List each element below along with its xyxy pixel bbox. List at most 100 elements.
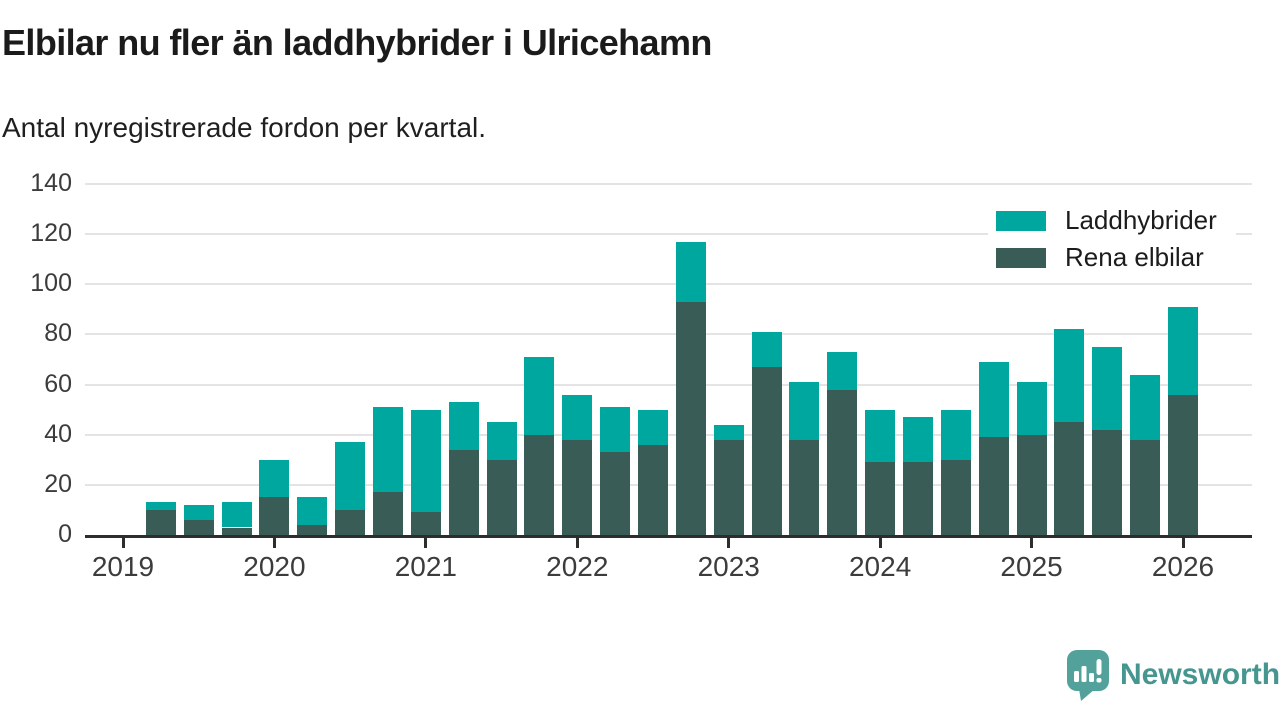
bar-segment-rena-elbilar: [865, 462, 896, 535]
x-axis-tick: [121, 535, 125, 548]
x-axis-tick: [1030, 535, 1034, 548]
legend-item-rena-elbilar: Rena elbilar: [988, 239, 1236, 276]
x-axis-tick-label: 2021: [394, 551, 457, 582]
bar-segment-rena-elbilar: [1054, 422, 1085, 535]
bar-segment-rena-elbilar: [940, 459, 971, 535]
bar-segment-rena-elbilar: [713, 439, 744, 535]
y-axis-tick-label: 40: [44, 419, 72, 448]
bar-segment-laddhybrider: [221, 502, 252, 528]
x-axis-tick: [424, 535, 428, 548]
bar-segment-rena-elbilar: [675, 301, 706, 535]
bar-segment-rena-elbilar: [600, 452, 631, 535]
x-axis-tick-label: 2025: [1000, 551, 1063, 582]
bar-segment-rena-elbilar: [638, 444, 668, 535]
bar-segment-rena-elbilar: [486, 459, 517, 535]
legend-swatch-laddhybrider: [996, 210, 1046, 231]
bar-segment-laddhybrider: [1016, 382, 1047, 435]
bar-segment-rena-elbilar: [221, 527, 252, 535]
bar-segment-laddhybrider: [713, 424, 744, 440]
bar-segment-rena-elbilar: [1092, 429, 1123, 535]
bar-segment-rena-elbilar: [903, 462, 933, 535]
bar-segment-rena-elbilar: [145, 509, 176, 535]
bar-segment-laddhybrider: [524, 357, 555, 435]
x-axis-tick-label: 2019: [91, 551, 155, 582]
bar-segment-rena-elbilar: [1130, 439, 1161, 535]
x-axis-tick-label: 2024: [848, 551, 912, 582]
bar-segment-rena-elbilar: [335, 509, 366, 535]
gridline: [85, 333, 1252, 336]
chart-title: Elbilar nu fler än laddhybrider i Ulrice…: [2, 22, 712, 63]
bar-segment-rena-elbilar: [524, 434, 555, 535]
y-axis-tick-label: 100: [30, 269, 72, 298]
gridline: [85, 233, 1252, 236]
y-axis-tick-label: 60: [44, 369, 72, 398]
bar-segment-laddhybrider: [145, 502, 176, 510]
bar-segment-laddhybrider: [335, 442, 366, 510]
bar-segment-rena-elbilar: [297, 525, 328, 535]
y-axis-tick-label: 140: [30, 169, 72, 197]
x-axis-line: [85, 535, 1252, 538]
bar-segment-laddhybrider: [638, 409, 668, 445]
x-axis-tick: [727, 535, 731, 548]
bar-segment-laddhybrider: [751, 331, 782, 367]
gridline: [85, 283, 1252, 286]
legend: Laddhybrider Rena elbilar: [988, 202, 1236, 276]
bar-segment-laddhybrider: [827, 352, 858, 390]
bar-segment-laddhybrider: [865, 409, 896, 463]
bar-segment-rena-elbilar: [562, 439, 593, 535]
y-axis-tick-label: 80: [44, 319, 72, 348]
chart-subtitle: Antal nyregistrerade fordon per kvartal.: [2, 112, 487, 143]
bar-segment-laddhybrider: [448, 402, 479, 450]
bar-segment-laddhybrider: [675, 241, 706, 302]
gridline: [85, 183, 1252, 185]
legend-swatch-rena-elbilar: [996, 247, 1046, 268]
x-axis-tick-label: 2022: [546, 551, 609, 582]
x-axis-tick: [878, 535, 882, 548]
bar-segment-laddhybrider: [1168, 306, 1198, 395]
bar-segment-laddhybrider: [562, 394, 593, 440]
bar-segment-laddhybrider: [940, 409, 971, 460]
legend-item-laddhybrider: Laddhybrider: [988, 202, 1236, 239]
bar-segment-rena-elbilar: [410, 512, 441, 535]
x-axis-tick: [272, 535, 276, 548]
bar-segment-laddhybrider: [903, 417, 933, 463]
bar-segment-laddhybrider: [1054, 329, 1085, 423]
gridline: [85, 433, 1252, 436]
y-axis-tick-label: 120: [30, 219, 72, 248]
bar-segment-rena-elbilar: [259, 497, 290, 535]
bar-segment-rena-elbilar: [789, 439, 820, 535]
bar-segment-rena-elbilar: [827, 389, 858, 535]
x-axis-tick-label: 2023: [697, 551, 760, 582]
legend-label: Laddhybrider: [1065, 205, 1217, 235]
bar-segment-laddhybrider: [600, 407, 631, 453]
y-axis-tick-label: 0: [58, 520, 72, 548]
x-axis-tick: [575, 535, 579, 548]
bar-segment-rena-elbilar: [751, 367, 782, 535]
x-axis-tick-label: 2020: [243, 551, 306, 582]
newsworthy-bubble-chart-icon: [1067, 650, 1109, 701]
bar-segment-rena-elbilar: [1016, 434, 1047, 535]
bar-segment-laddhybrider: [373, 407, 403, 493]
bar-segment-laddhybrider: [978, 362, 1009, 438]
bar-segment-laddhybrider: [183, 504, 214, 520]
bar-segment-laddhybrider: [1130, 374, 1161, 440]
y-axis-tick-label: 20: [44, 469, 72, 498]
bar-segment-rena-elbilar: [1168, 394, 1198, 535]
gridline: [85, 483, 1252, 486]
x-axis-tick: [1181, 535, 1185, 548]
newsworthy-logo: Newsworthy: [1066, 650, 1280, 701]
bar-segment-rena-elbilar: [978, 437, 1009, 535]
bar-segment-laddhybrider: [297, 497, 328, 525]
bar-segment-laddhybrider: [789, 382, 820, 440]
gridline: [85, 383, 1252, 386]
bar-segment-laddhybrider: [1092, 347, 1123, 430]
bar-segment-rena-elbilar: [373, 492, 403, 535]
x-axis-tick-label: 2026: [1151, 551, 1215, 582]
bar-segment-laddhybrider: [410, 409, 441, 513]
bar-segment-laddhybrider: [259, 459, 290, 498]
bar-segment-rena-elbilar: [183, 520, 214, 535]
bar-segment-laddhybrider: [486, 422, 517, 460]
legend-label: Rena elbilar: [1065, 242, 1204, 272]
newsworthy-wordmark: Newsworthy: [1120, 658, 1280, 691]
